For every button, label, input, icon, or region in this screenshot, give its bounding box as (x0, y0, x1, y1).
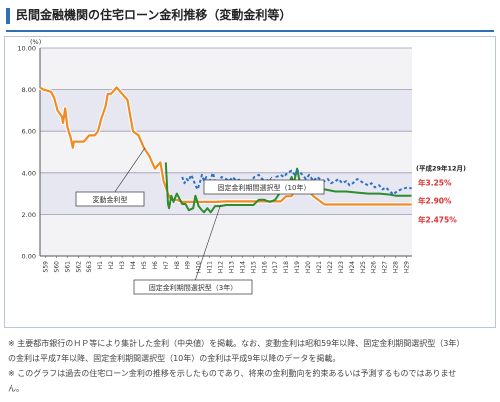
annotation-floating-label: 変動金利型 (93, 195, 128, 204)
y-tick-label: 0.00 (22, 253, 36, 261)
x-tick-label: S59 (42, 261, 49, 273)
x-tick-label: H11 (207, 261, 214, 273)
x-tick-label: H2 (108, 261, 115, 270)
x-tick-label: H14 (239, 261, 246, 273)
plot-band (40, 48, 412, 90)
x-tick-label: H7 (163, 261, 170, 270)
x-tick-label: H4 (130, 261, 137, 270)
x-tick-label: H9 (185, 261, 192, 270)
end-label-fixed3: 年2.90% (418, 196, 452, 206)
x-tick-label: H20 (305, 261, 312, 273)
x-tick-label: H18 (283, 261, 290, 273)
x-tick-label: H12 (218, 261, 225, 273)
plot-band (40, 89, 412, 132)
chart-frame (4, 36, 496, 328)
annotation-floating-leader (109, 147, 146, 200)
x-tick-label: H8 (174, 261, 181, 270)
x-tick-label: H5 (141, 261, 148, 270)
x-tick-label: H29 (404, 261, 411, 273)
annotation-fixed3-box (133, 279, 253, 295)
x-tick-label: H22 (327, 261, 334, 273)
x-tick-label: H15 (250, 261, 257, 273)
y-tick-label: 8.00 (22, 86, 36, 94)
interest-rate-chart: 0.00 2.00 4.00 6.00 8.00 10.00(%) S59 S60 S61 S62… (17, 38, 466, 295)
y-tick-label: 4.00 (22, 169, 36, 177)
x-tick-label: H26 (371, 261, 378, 273)
x-tick-label: H19 (294, 261, 301, 273)
plot-band (40, 214, 412, 256)
annotation-floating-box (75, 191, 145, 207)
annotation-fixed10-label: 固定金利期間選択型（10年） (218, 183, 311, 192)
x-tick-label: H3 (119, 261, 126, 270)
footnotes: ※ 主要都市銀行のＨＰ等により集計した金利（中央値）を掲載。なお、変動金利は昭和… (8, 336, 496, 396)
footnote-line-3: ※ このグラフは過去の住宅ローン金利の推移を示したものであり、将来の金利動向を約… (8, 369, 457, 378)
x-tick-label: H27 (382, 261, 389, 273)
x-tick-label: H17 (272, 261, 279, 273)
x-tick-label: H25 (360, 261, 367, 273)
x-tick-label: S61 (64, 261, 71, 273)
x-tick-label: H13 (228, 261, 235, 273)
series-fixed3-line (164, 162, 412, 214)
header-accent-bar (6, 8, 10, 24)
footnote-line-4: ん。 (8, 384, 24, 393)
x-tick-label: H21 (316, 261, 323, 273)
page-title: 民間金融機関の住宅ローン金利推移（変動金利等） (16, 8, 292, 22)
footnote-line-2: の金利は平成7年以降、固定金利期間選択型（10年）の金利は平成9年以降のデータを… (8, 354, 341, 363)
y-tick-label: 2.00 (22, 211, 36, 219)
y-tick-label: 6.00 (22, 128, 36, 136)
annotation-fixed3-leader (192, 204, 221, 288)
annotation-fixed10-box (203, 179, 325, 195)
y-unit-label: (%) (30, 38, 41, 46)
x-tick-label: S63 (86, 261, 93, 273)
header-underline (6, 30, 494, 32)
footnote-line-1: ※ 主要都市銀行のＨＰ等により集計した金利（中央値）を掲載。なお、変動金利は昭和… (8, 339, 465, 348)
x-tick-label: H28 (393, 261, 400, 273)
annotation-fixed3-label: 固定金利期間選択型（3年） (149, 283, 237, 292)
x-tick-label: H1 (97, 261, 104, 270)
end-label-fixed10: 年3.25% (418, 177, 452, 187)
x-tick-label: H16 (261, 261, 268, 273)
x-tick-label: S62 (75, 261, 82, 273)
x-tick-label: H24 (349, 261, 356, 273)
y-tick-label: 10.00 (17, 45, 36, 53)
x-tick-label: H23 (338, 261, 345, 273)
date-label: (平成29年12月) (416, 164, 466, 173)
x-tick-label: S60 (53, 261, 60, 273)
x-tick-label: H6 (152, 261, 159, 270)
end-label-floating: 年2.475% (418, 215, 457, 225)
plot-band (40, 131, 412, 173)
x-tick-label: H10 (196, 261, 203, 273)
page-header: 民間金融機関の住宅ローン金利推移（変動金利等） (0, 0, 500, 36)
